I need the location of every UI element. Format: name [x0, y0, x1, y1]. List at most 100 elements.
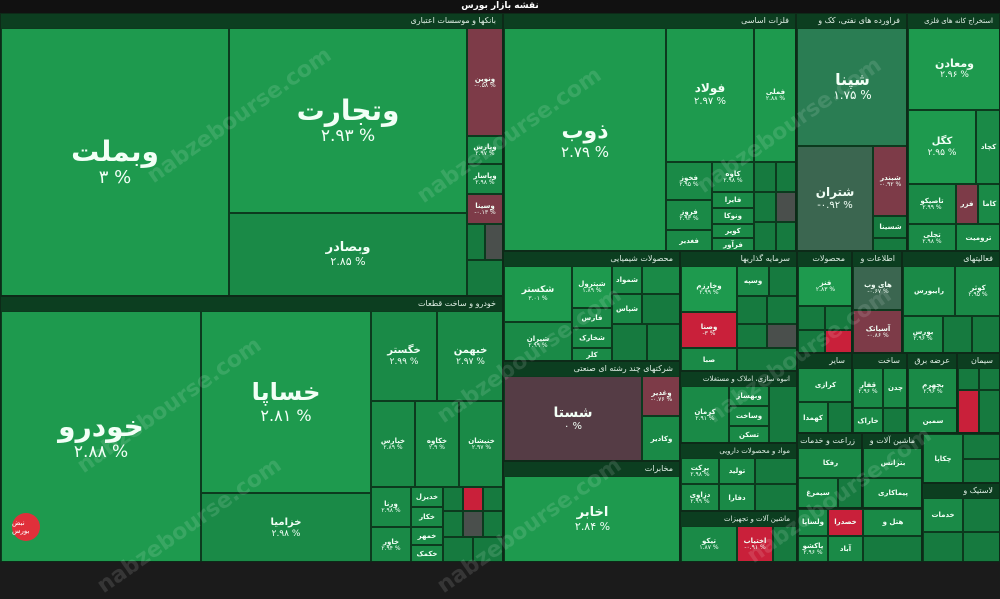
tile-shiran[interactable]: شیران ۲.۹۹ % [504, 322, 572, 360]
tile-froz[interactable]: فروز ۲.۹۳ % [666, 200, 712, 230]
tile-small[interactable] [769, 386, 796, 442]
tile-small[interactable] [769, 266, 796, 296]
tile-small[interactable] [776, 162, 795, 192]
tile-btrans[interactable]: بترانس [863, 448, 921, 478]
tile-small[interactable] [979, 390, 999, 432]
tile-paricar[interactable]: پیماکاری [863, 478, 921, 507]
tile-khavor[interactable]: خاور ۲.۹۴ % [371, 527, 411, 561]
tile-fghadir[interactable]: فغدیر [666, 230, 712, 250]
tile-small[interactable] [755, 458, 796, 484]
tile-rayboors[interactable]: رایبورس [903, 266, 955, 316]
tile-bzahrum[interactable]: بجهرم ۲.۹۶ % [908, 368, 956, 408]
tile-small[interactable] [767, 296, 796, 324]
tile-khgostar[interactable]: خگستر ۲.۹۹ % [371, 311, 437, 401]
tile-akhaber[interactable]: اخابر ۲.۸۴ % [504, 476, 679, 561]
tile-kahda[interactable]: کهمدا [798, 402, 828, 432]
tile-fkhouz[interactable]: فخوز ۲.۹۵ % [666, 162, 712, 200]
tile-small[interactable] [963, 498, 999, 532]
tile-small[interactable] [773, 526, 796, 561]
tile-vaghadir[interactable]: وکادیر [642, 416, 679, 460]
tile-small[interactable] [485, 224, 502, 260]
tile-boors[interactable]: بورس ۲.۹۶ % [903, 316, 943, 352]
tile-chaka[interactable]: چکاپا [923, 434, 963, 482]
tile-small[interactable] [979, 368, 999, 390]
tile-vmaaden[interactable]: ومعادن ۲.۹۶ % [908, 28, 999, 110]
tile-small[interactable] [828, 402, 851, 432]
tile-shekhark[interactable]: شخارک [572, 328, 612, 348]
tile-fravar[interactable]: فرآور [712, 238, 754, 250]
tile-kegol[interactable]: کگل ۲.۹۵ % [908, 110, 976, 184]
tile-kama[interactable]: کاما [978, 184, 999, 224]
tile-shbandar[interactable]: شبندر -۰.۹۲ % [873, 146, 906, 216]
tile-small[interactable] [737, 296, 767, 324]
tile-kavir[interactable]: کویر [712, 224, 754, 238]
tile-tajli[interactable]: تجلی ۲.۹۸ % [908, 224, 956, 250]
tile-small[interactable] [873, 238, 906, 250]
tile-ktasiko[interactable]: تاصیکو ۲.۹۹ % [908, 184, 956, 224]
tile-shpars[interactable]: شپاس [612, 294, 642, 324]
tile-small[interactable] [443, 511, 463, 537]
tile-kharis[interactable]: خپارس ۲.۸۹ % [371, 401, 415, 487]
tile-pghesh[interactable]: پاکشو ۲.۹۶ % [798, 536, 828, 561]
tile-vsakhat[interactable]: وساخت [729, 406, 769, 426]
tile-vsokan[interactable]: ونوکا [712, 208, 754, 224]
tile-small[interactable] [755, 484, 796, 510]
tile-khzamia[interactable]: خزامیا ۲.۹۸ % [201, 493, 371, 561]
tile-vkhakhr[interactable]: وخارزم ۲.۹۹ % [681, 266, 737, 312]
tile-small[interactable] [963, 459, 999, 482]
tile-shkaf[interactable]: کلر [572, 348, 612, 360]
tile-small[interactable] [443, 487, 463, 511]
tile-haywap[interactable]: های وب -۰.۶۷ % [853, 266, 901, 310]
tile-small[interactable] [642, 266, 679, 294]
tile-kaveh[interactable]: کاوه ۲.۹۸ % [712, 162, 754, 192]
tile-small[interactable] [883, 408, 906, 432]
tile-small[interactable] [483, 487, 502, 511]
tile-vtejarat[interactable]: وتجارت ۲.۹۳ % [229, 28, 467, 213]
tile-small[interactable] [467, 260, 502, 295]
tile-small[interactable] [467, 224, 485, 260]
tile-vnovin[interactable]: ونوین -۰.۵۸ % [467, 28, 502, 136]
tile-asiatak[interactable]: آسیاتک -۰.۸۶ % [853, 310, 901, 352]
tile-small[interactable] [642, 294, 679, 324]
tile-kharak[interactable]: خاراک [853, 408, 883, 432]
tile-small[interactable] [612, 324, 647, 360]
tile-small[interactable] [754, 162, 776, 192]
tile-small[interactable] [463, 487, 483, 511]
tile-vbsar[interactable]: وپاسار ۲.۹۸ % [467, 164, 502, 194]
tile-small[interactable] [943, 316, 972, 352]
tile-khnishan[interactable]: خنیشان ۲.۹۷ % [459, 401, 502, 487]
tile-tromit[interactable]: ترومیت [956, 224, 999, 250]
tile-khkaveh[interactable]: خکاوه ۲.۹ % [415, 401, 459, 487]
tile-kharvan[interactable]: رفکا [798, 448, 861, 478]
tile-tolid[interactable]: تولید [719, 458, 755, 484]
tile-shfars[interactable]: فارس [572, 308, 612, 328]
tile-small[interactable] [754, 222, 776, 250]
tile-shmavad[interactable]: شمواد [612, 266, 642, 294]
tile-small[interactable] [923, 532, 963, 561]
tile-khmehr[interactable]: خمهر [411, 527, 443, 545]
tile-kerman[interactable]: کرمان ۲.۹۱ % [681, 386, 729, 442]
tile-foolad[interactable]: فولاد ۲.۹۷ % [666, 28, 754, 162]
tile-simin[interactable]: سمین [908, 408, 956, 432]
tile-small[interactable] [958, 368, 979, 390]
tile-small[interactable] [473, 537, 502, 561]
tile-small[interactable] [958, 390, 979, 432]
tile-bjahan[interactable]: چدن [883, 368, 906, 408]
tile-kchad[interactable]: کچاد [976, 110, 999, 184]
tile-shekastar[interactable]: شکستر ۳.۰۱ % [504, 266, 572, 322]
tile-small[interactable] [647, 324, 679, 360]
tile-zob[interactable]: ذوب ۲.۷۹ % [504, 28, 666, 250]
tile-vbsader[interactable]: وبصادر ۲.۸۵ % [229, 213, 467, 295]
tile-vsata[interactable]: وصنا -۳ % [681, 312, 737, 348]
tile-akhteb[interactable]: اختیاب -۰.۹۱ % [737, 526, 773, 561]
tile-vpars[interactable]: وپارس ۲.۹۷ % [467, 136, 502, 164]
tile-karazi[interactable]: کرازی [798, 368, 851, 402]
tile-khasmi[interactable]: خدمات [923, 498, 963, 532]
tile-vbemellat[interactable]: وبملت ۳ % [1, 28, 229, 295]
tile-dfara[interactable]: دفارا [719, 484, 755, 510]
tile-dzaravi[interactable]: دزاوی ۲.۹۹ % [681, 484, 719, 510]
tile-shsta[interactable]: شستا ۰ % [504, 376, 642, 460]
tile-khsapa[interactable]: خساپا ۲.۸۱ % [201, 311, 371, 493]
tile-khsra[interactable]: خصدرا [828, 509, 863, 536]
tile-vghadir[interactable]: وغدیر -۰.۷۶ % [642, 376, 679, 416]
